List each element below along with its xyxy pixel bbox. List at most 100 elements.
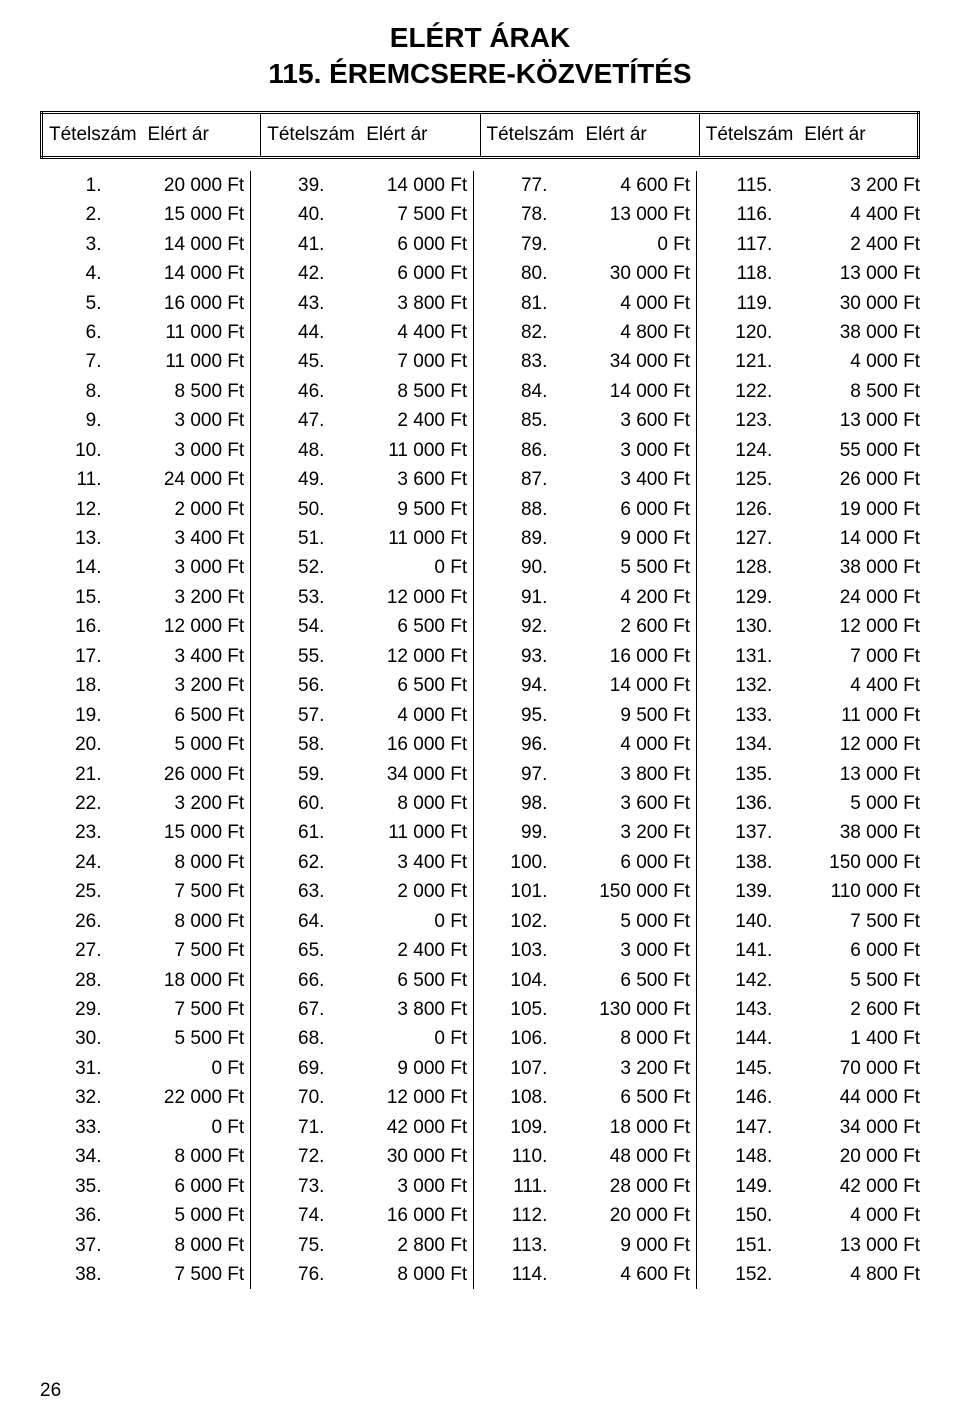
row-number: 80. — [492, 259, 549, 288]
row-price: 9 000 Ft — [551, 1231, 690, 1260]
row-number: 61. — [269, 818, 326, 847]
price-row: 150.4 000 Ft — [715, 1201, 920, 1230]
row-number: 48. — [269, 436, 326, 465]
row-number: 77. — [492, 171, 549, 200]
row-number: 121. — [715, 347, 774, 376]
row-number: 93. — [492, 642, 549, 671]
price-row: 118.13 000 Ft — [715, 259, 920, 288]
row-price: 18 000 Ft — [551, 1113, 690, 1142]
row-number: 1. — [46, 171, 103, 200]
row-number: 62. — [269, 848, 326, 877]
price-row: 28.18 000 Ft — [46, 966, 244, 995]
price-row: 107.3 200 Ft — [492, 1054, 690, 1083]
price-row: 148.20 000 Ft — [715, 1142, 920, 1171]
row-price: 3 000 Ft — [328, 1172, 467, 1201]
price-row: 85.3 600 Ft — [492, 406, 690, 435]
row-number: 32. — [46, 1083, 103, 1112]
price-row: 142.5 500 Ft — [715, 966, 920, 995]
row-number: 34. — [46, 1142, 103, 1171]
price-row: 89.9 000 Ft — [492, 524, 690, 553]
row-price: 11 000 Ft — [328, 818, 467, 847]
price-row: 25.7 500 Ft — [46, 877, 244, 906]
price-row: 22.3 200 Ft — [46, 789, 244, 818]
row-number: 142. — [715, 966, 774, 995]
price-row: 125.26 000 Ft — [715, 465, 920, 494]
price-row: 59.34 000 Ft — [269, 760, 467, 789]
header-price-label: Elért ár — [586, 124, 693, 146]
row-price: 13 000 Ft — [776, 406, 920, 435]
row-number: 18. — [46, 671, 103, 700]
row-number: 57. — [269, 701, 326, 730]
row-number: 30. — [46, 1024, 103, 1053]
row-number: 92. — [492, 612, 549, 641]
row-price: 2 800 Ft — [328, 1231, 467, 1260]
row-number: 45. — [269, 347, 326, 376]
price-row: 11.24 000 Ft — [46, 465, 244, 494]
row-price: 13 000 Ft — [776, 760, 920, 789]
row-price: 3 200 Ft — [105, 789, 244, 818]
row-number: 72. — [269, 1142, 326, 1171]
title-line-1: ELÉRT ÁRAK — [390, 22, 570, 53]
row-price: 13 000 Ft — [776, 259, 920, 288]
price-row: 117.2 400 Ft — [715, 230, 920, 259]
row-number: 81. — [492, 289, 549, 318]
price-row: 119.30 000 Ft — [715, 289, 920, 318]
price-row: 53.12 000 Ft — [269, 583, 467, 612]
row-price: 11 000 Ft — [776, 701, 920, 730]
row-number: 20. — [46, 730, 103, 759]
row-number: 64. — [269, 907, 326, 936]
row-price: 11 000 Ft — [105, 318, 244, 347]
price-row: 10.3 000 Ft — [46, 436, 244, 465]
price-row: 56.6 500 Ft — [269, 671, 467, 700]
price-row: 111.28 000 Ft — [492, 1172, 690, 1201]
header-num-label: Tételszám — [487, 124, 580, 146]
price-row: 21.26 000 Ft — [46, 760, 244, 789]
row-price: 8 000 Ft — [551, 1024, 690, 1053]
row-number: 130. — [715, 612, 774, 641]
row-price: 4 400 Ft — [328, 318, 467, 347]
price-row: 2.15 000 Ft — [46, 200, 244, 229]
price-row: 1.20 000 Ft — [46, 171, 244, 200]
row-number: 91. — [492, 583, 549, 612]
price-row: 82.4 800 Ft — [492, 318, 690, 347]
row-number: 43. — [269, 289, 326, 318]
row-number: 60. — [269, 789, 326, 818]
row-number: 24. — [46, 848, 103, 877]
row-price: 48 000 Ft — [551, 1142, 690, 1171]
header-price-label: Elért ár — [804, 124, 911, 146]
row-number: 83. — [492, 347, 549, 376]
row-price: 4 000 Ft — [328, 701, 467, 730]
price-row: 50.9 500 Ft — [269, 495, 467, 524]
row-number: 41. — [269, 230, 326, 259]
row-number: 108. — [492, 1083, 549, 1112]
row-price: 2 600 Ft — [776, 995, 920, 1024]
price-row: 52.0 Ft — [269, 553, 467, 582]
price-row: 45.7 000 Ft — [269, 347, 467, 376]
row-price: 4 600 Ft — [551, 171, 690, 200]
row-price: 5 000 Ft — [776, 789, 920, 818]
row-price: 14 000 Ft — [105, 230, 244, 259]
row-price: 30 000 Ft — [328, 1142, 467, 1171]
price-row: 129.24 000 Ft — [715, 583, 920, 612]
row-number: 52. — [269, 553, 326, 582]
price-row: 44.4 400 Ft — [269, 318, 467, 347]
row-number: 67. — [269, 995, 326, 1024]
row-price: 150 000 Ft — [551, 877, 690, 906]
row-price: 7 500 Ft — [776, 907, 920, 936]
row-price: 24 000 Ft — [105, 465, 244, 494]
row-price: 6 000 Ft — [328, 259, 467, 288]
row-number: 26. — [46, 907, 103, 936]
row-number: 10. — [46, 436, 103, 465]
row-number: 36. — [46, 1201, 103, 1230]
row-price: 6 500 Ft — [328, 966, 467, 995]
row-price: 3 000 Ft — [551, 936, 690, 965]
row-price: 4 400 Ft — [776, 200, 920, 229]
row-price: 12 000 Ft — [328, 1083, 467, 1112]
price-row: 30.5 500 Ft — [46, 1024, 244, 1053]
row-price: 14 000 Ft — [551, 671, 690, 700]
row-price: 12 000 Ft — [776, 612, 920, 641]
price-row: 4.14 000 Ft — [46, 259, 244, 288]
row-price: 12 000 Ft — [105, 612, 244, 641]
row-number: 119. — [715, 289, 774, 318]
row-number: 50. — [269, 495, 326, 524]
